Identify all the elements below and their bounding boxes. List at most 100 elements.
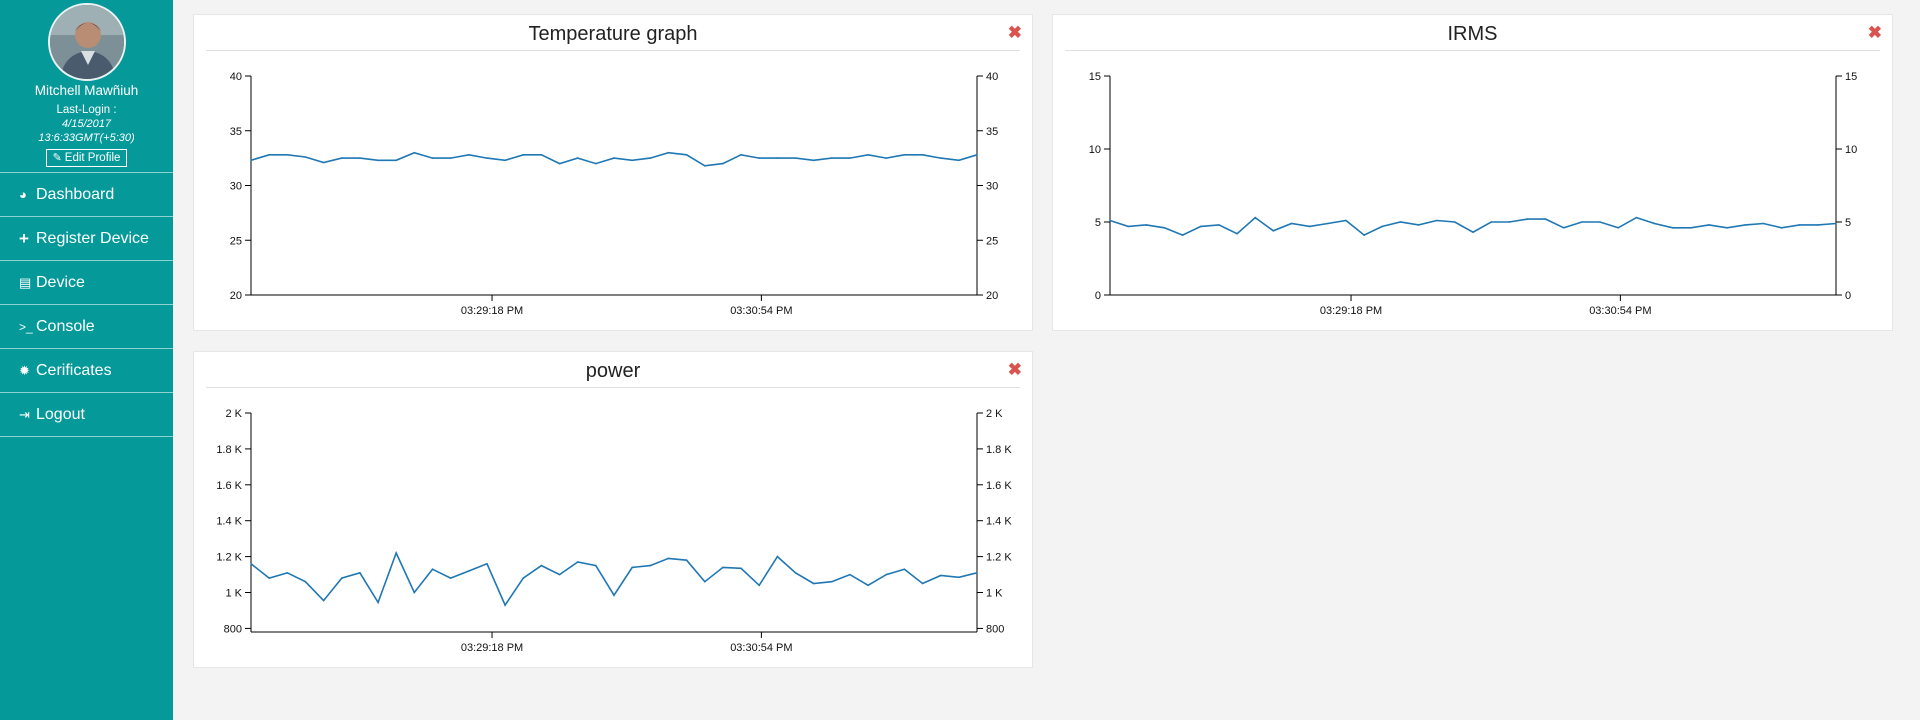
data-point: [631, 159, 633, 162]
data-point: [522, 154, 525, 156]
menu-item-console[interactable]: >_ Console: [0, 305, 173, 349]
data-point: [486, 563, 488, 565]
close-icon[interactable]: ✖: [1007, 360, 1022, 379]
data-point: [885, 573, 888, 576]
data-point: [1381, 225, 1384, 228]
data-point: [1417, 224, 1420, 226]
data-point: [631, 566, 633, 569]
data-point: [649, 157, 652, 159]
temperature-chart: 20 20 25 25 30 30 35 35 40 40 03:29:18 PM 03:30:54 …: [230, 71, 999, 317]
data-point: [1290, 222, 1293, 225]
data-point: [1798, 224, 1801, 226]
data-point: [286, 572, 289, 574]
data-point: [1181, 234, 1184, 236]
x-tick-label: 03:30:54 PM: [1589, 305, 1651, 317]
data-point: [831, 157, 833, 159]
menu-item-label: Register Device: [36, 229, 149, 247]
data-point: [976, 572, 978, 574]
data-point: [867, 154, 869, 156]
data-point: [595, 564, 597, 567]
y-tick-label-left: 1.8 K: [216, 444, 242, 456]
menu-item-logout[interactable]: ⇥ Logout: [0, 393, 173, 437]
data-point: [1454, 221, 1456, 223]
data-point: [449, 577, 452, 579]
y-tick-label-right: 40: [986, 71, 998, 83]
data-point: [322, 161, 325, 164]
menu-item-label: Logout: [36, 405, 85, 423]
menu-item-certificates[interactable]: ✹ Cerificates: [0, 349, 173, 393]
data-point: [903, 154, 906, 156]
data-point: [921, 154, 924, 156]
last-login-label: Last-Login :: [56, 104, 117, 116]
data-point: [1218, 224, 1220, 226]
data-point: [722, 566, 724, 569]
certificate-icon: ✹: [19, 362, 30, 378]
data-point: [1200, 225, 1202, 228]
y-tick-label-right: 1.8 K: [986, 444, 1012, 456]
data-point: [722, 162, 724, 165]
close-icon[interactable]: ✖: [1867, 23, 1882, 42]
data-point: [413, 591, 416, 594]
username: Mitchell Mawñiuh: [34, 83, 139, 98]
data-point: [286, 154, 289, 156]
x-tick-label: 03:29:18 PM: [461, 305, 523, 317]
data-point: [377, 159, 379, 162]
data-point: [976, 154, 978, 156]
menu-item-register-device[interactable]: + Register Device: [0, 217, 173, 261]
data-point: [540, 564, 543, 567]
close-icon[interactable]: ✖: [1007, 23, 1022, 42]
edit-profile-label: Edit Profile: [64, 152, 121, 164]
y-tick-label-right: 1.4 K: [986, 516, 1012, 528]
data-point: [613, 594, 615, 596]
data-point: [849, 157, 851, 159]
data-point: [794, 572, 797, 574]
y-tick-label-right: 35: [986, 126, 998, 138]
temperature-chart-panel: Temperature graph ✖ 20 20 25 25 30 30 35 35 40 40…: [193, 14, 1033, 331]
data-point: [359, 572, 361, 574]
list-icon: ▤: [19, 274, 32, 290]
data-point: [1345, 219, 1347, 222]
y-tick-label-right: 2 K: [986, 408, 1003, 420]
data-point: [576, 157, 579, 159]
data-point: [1254, 216, 1256, 219]
data-point: [250, 159, 252, 162]
data-point: [831, 580, 833, 583]
menu-item-dashboard[interactable]: ◕ Dashboard: [0, 173, 173, 217]
y-tick-label-left: 35: [230, 126, 242, 138]
y-tick-label-right: 20: [986, 290, 998, 302]
data-point: [1472, 231, 1474, 233]
menu-item-label: Device: [36, 273, 85, 291]
edit-icon: ✎: [52, 152, 62, 164]
y-tick-label-right: 10: [1845, 144, 1857, 156]
dashboard-icon: ◕: [19, 187, 27, 202]
data-point: [1145, 224, 1148, 226]
data-point: [958, 159, 960, 162]
menu-item-device[interactable]: ▤ Device: [0, 261, 173, 305]
data-point: [359, 157, 361, 159]
data-point: [740, 567, 742, 570]
data-point: [1617, 227, 1619, 229]
profile-section: Mitchell Mawñiuh Last-Login : 4/15/2017 …: [0, 0, 173, 167]
y-tick-label-right: 0: [1845, 290, 1851, 302]
data-point: [504, 604, 506, 606]
data-point: [776, 157, 779, 159]
data-point: [704, 165, 706, 167]
data-point: [776, 555, 779, 558]
data-point: [431, 157, 434, 159]
data-point: [939, 157, 942, 159]
data-point: [685, 559, 688, 561]
data-point: [341, 577, 343, 579]
avatar[interactable]: [47, 3, 126, 81]
edit-profile-button[interactable]: ✎ Edit Profile: [45, 149, 128, 167]
y-tick-label-right: 1.2 K: [986, 552, 1012, 564]
y-tick-label-left: 1.6 K: [216, 480, 242, 492]
data-point: [849, 573, 851, 576]
data-point: [1653, 222, 1656, 225]
panel-title: power: [206, 352, 1020, 388]
data-point: [1109, 219, 1111, 222]
data-point: [1526, 218, 1529, 220]
data-point: [867, 584, 869, 587]
data-point: [740, 154, 742, 156]
y-tick-label-left: 1.4 K: [216, 516, 242, 528]
y-tick-label-left: 25: [230, 235, 242, 247]
